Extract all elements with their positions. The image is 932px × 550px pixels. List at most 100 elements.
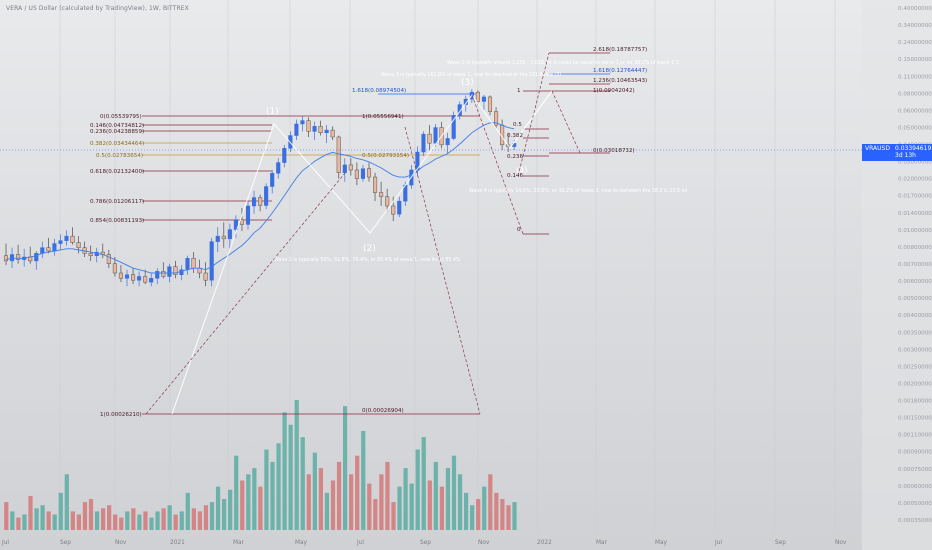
volume-bar: [234, 455, 239, 530]
volume-bar: [16, 517, 21, 530]
volume-bar: [46, 511, 51, 530]
volume-bar: [22, 514, 27, 530]
candle: [245, 201, 251, 230]
fib-label: 0.5(0.02783654): [96, 153, 143, 159]
volume-bar: [64, 474, 69, 530]
y-tick-label: 0.00400000: [898, 313, 932, 319]
candle: [58, 234, 63, 250]
y-tick-label: 0.02000000: [898, 177, 932, 183]
y-tick-label: 0.00700000: [898, 262, 932, 268]
volume-bar: [330, 480, 336, 530]
volume-bar: [494, 492, 499, 530]
y-tick-label: 0.00060000: [898, 484, 932, 490]
volume-bar: [155, 511, 160, 530]
volume-bar: [421, 437, 426, 530]
volume-bar: [451, 455, 457, 530]
grid: [59, 0, 836, 532]
x-tick-label: Sep: [60, 540, 71, 546]
candle: [203, 262, 208, 287]
fib-label: 1: [517, 88, 521, 94]
fib-label: 0.5(0.02793154): [362, 153, 409, 159]
volume-bar: [94, 511, 100, 530]
volume-bar: [185, 492, 190, 530]
volume-bar: [306, 474, 311, 530]
volume-bar: [240, 480, 245, 530]
volume-bars: [4, 400, 517, 530]
candle: [3, 243, 9, 266]
y-tick-label: 0.00200000: [898, 381, 932, 387]
y-tick-label: 0.01400000: [898, 211, 932, 217]
volume-bar: [349, 474, 354, 530]
x-axis[interactable]: Jul Sep Nov 2021 Mar May Jul Sep Nov 2022 Mar May Ju…: [1, 540, 847, 546]
fib-label: 1(0.05556941): [362, 114, 404, 120]
volume-bar: [488, 474, 493, 530]
candle: [52, 238, 57, 256]
candle: [306, 117, 311, 137]
candle: [379, 181, 384, 206]
volume-bar: [288, 424, 293, 530]
candle: [137, 271, 142, 287]
volume-bar: [173, 514, 178, 530]
x-tick-label: May: [295, 540, 308, 546]
volume-bar: [10, 511, 15, 530]
x-tick-label: Jul: [1, 540, 9, 546]
note-wave-5: Wave 5 is typically around 1.236 - 1.618…: [447, 60, 679, 66]
note-wave-2: Wave 2 is typically 50%, 61.8%, 76.4%, o…: [274, 257, 461, 263]
x-tick-label: Nov: [835, 540, 847, 546]
volume-bar: [294, 400, 299, 530]
volume-bar: [476, 499, 481, 530]
y-axis[interactable]: 0.40000000 0.34000000 0.24000000 0.15000000…: [862, 0, 932, 550]
volume-bar: [113, 514, 118, 530]
volume-bar: [464, 492, 469, 530]
x-tick-label: Jul: [714, 540, 722, 546]
volume-bar: [415, 449, 420, 530]
fib-label: 0(0.05539795): [100, 114, 142, 120]
x-tick-label: Sep: [775, 540, 786, 546]
volume-bar: [137, 514, 142, 530]
volume-bar: [88, 499, 94, 530]
candle: [318, 120, 323, 136]
volume-bar: [506, 505, 511, 530]
candle: [433, 123, 438, 147]
fib-label: 0.382(0.03434464): [90, 141, 144, 147]
volume-bar: [203, 505, 209, 530]
volume-bar: [409, 483, 414, 530]
chart-title: VERA / US Dollar (calculated by TradingV…: [6, 5, 189, 12]
candle: [336, 135, 341, 179]
volume-bar: [167, 505, 172, 530]
y-tick-label: 0.00075000: [898, 467, 932, 473]
y-tick-label: 0.15000000: [898, 57, 932, 63]
candle: [227, 223, 232, 250]
y-tick-label: 0.24000000: [898, 40, 932, 46]
elliott-wave-lines: [145, 52, 581, 415]
candle: [294, 119, 299, 140]
y-tick-label: 0.00180000: [898, 399, 932, 405]
candle: [161, 262, 166, 279]
volume-bar: [500, 499, 505, 530]
volume-bar: [258, 486, 263, 530]
volume-bar: [58, 492, 63, 530]
volume-bar: [70, 511, 75, 530]
volume-bar: [252, 468, 257, 530]
candle: [270, 169, 275, 194]
fib-label: 2.618(0.18787757): [593, 47, 647, 53]
x-tick-label: Mar: [596, 540, 608, 546]
note-wave-3: Wave 3 is typically 161.8% of wave 1, no…: [381, 72, 561, 78]
candle: [258, 194, 263, 212]
volume-bar: [4, 502, 9, 530]
candle: [475, 90, 480, 105]
volume-bar: [391, 502, 396, 530]
y-tick-label: 0.00035000: [898, 518, 932, 524]
volume-bar: [34, 508, 39, 530]
fib-label: 0.146(0.04734812): [90, 123, 144, 129]
candle: [94, 247, 99, 263]
volume-bar: [373, 499, 378, 530]
candle: [451, 111, 456, 140]
x-tick-label: 2022: [537, 540, 552, 546]
candle: [185, 255, 190, 275]
volume-bar: [397, 486, 402, 530]
fib-label: 1(0.00026210): [100, 412, 142, 418]
candle: [397, 196, 402, 218]
